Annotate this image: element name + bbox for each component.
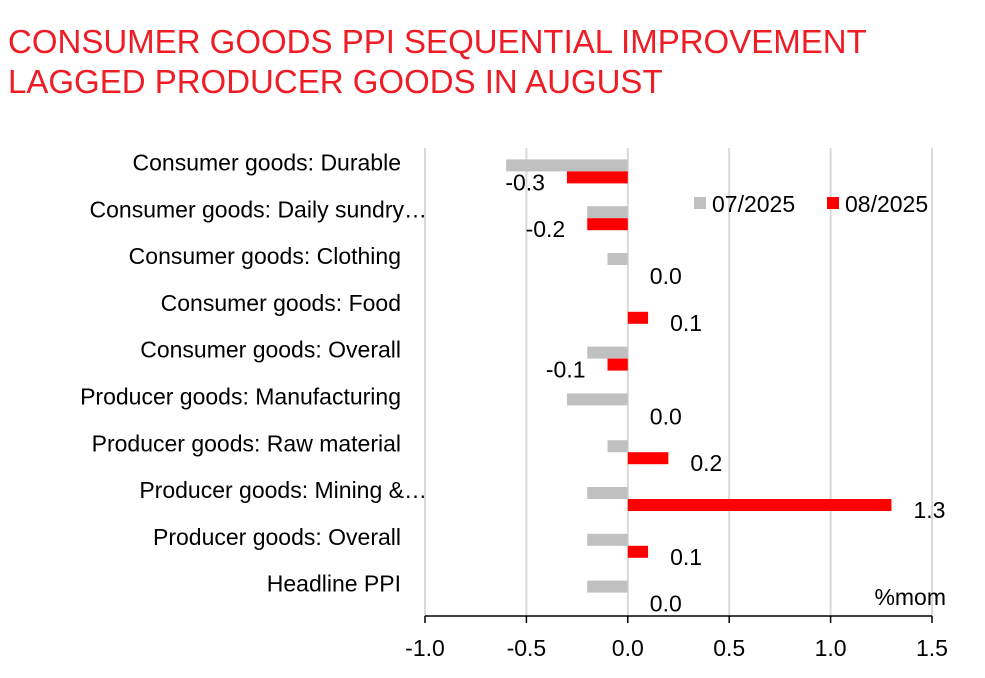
x-tick-label: 0.5 <box>713 635 745 661</box>
bar-08-2025 <box>627 311 649 324</box>
bar-07-2025 <box>587 580 628 593</box>
chart-title: CONSUMER GOODS PPI SEQUENTIAL IMPROVEMEN… <box>8 22 968 102</box>
data-labels: -0.3 -0.2 0.0 0.1 -0.1 0.0 0.2 1.3 0.1 0.0 <box>505 169 945 616</box>
category-label: Producer goods: Overall <box>153 524 401 550</box>
x-tick-label: -0.5 <box>507 635 547 661</box>
bar-07-2025 <box>506 159 628 172</box>
category-label: Headline PPI <box>267 571 401 597</box>
data-label: 0.2 <box>690 450 722 476</box>
bar-07-2025 <box>587 487 628 499</box>
category-label: Producer goods: Mining &… <box>139 477 427 503</box>
bar-07-2025 <box>566 393 628 406</box>
x-tick-label: -1.0 <box>405 635 445 661</box>
data-label: 0.0 <box>650 403 682 429</box>
data-label: 0.1 <box>670 544 702 570</box>
chart-title-line-1: CONSUMER GOODS PPI SEQUENTIAL IMPROVEMEN… <box>8 23 867 60</box>
category-label: Consumer goods: Daily sundry… <box>90 196 427 222</box>
bar-08-2025 <box>566 171 628 184</box>
unit-label: %mom <box>874 584 946 610</box>
x-tick-label: 1.0 <box>815 635 847 661</box>
category-label: Consumer goods: Clothing <box>129 243 401 269</box>
data-label: -0.1 <box>546 357 586 383</box>
chart-title-line-2: LAGGED PRODUCER GOODS IN AUGUST <box>8 63 663 100</box>
legend-swatch <box>694 197 706 209</box>
category-label: Producer goods: Manufacturing <box>80 383 401 409</box>
data-label: -0.2 <box>526 216 566 242</box>
legend: 07/2025 08/2025 <box>694 191 928 217</box>
data-label: 0.1 <box>670 310 702 336</box>
bar-08-2025 <box>607 358 628 371</box>
data-label: 0.0 <box>650 591 682 617</box>
bar-07-2025 <box>607 253 628 265</box>
legend-label: 08/2025 <box>845 191 928 217</box>
data-label: -0.3 <box>505 169 545 195</box>
x-tick-label: 0.0 <box>612 635 644 661</box>
data-label: 0.0 <box>650 263 682 289</box>
legend-swatch <box>827 197 839 209</box>
bar-07-2025 <box>587 346 628 359</box>
bars <box>506 159 892 593</box>
bar-07-2025 <box>587 206 628 219</box>
category-label: Consumer goods: Overall <box>140 337 401 363</box>
legend-label: 07/2025 <box>712 191 795 217</box>
category-labels: Consumer goods: Durable Consumer goods: D… <box>80 149 427 596</box>
bar-08-2025 <box>627 499 892 511</box>
bar-07-2025 <box>607 440 628 453</box>
category-label: Consumer goods: Food <box>161 290 401 316</box>
x-tick-label: 1.5 <box>916 635 948 661</box>
data-label: 1.3 <box>913 497 945 523</box>
category-label: Consumer goods: Durable <box>133 149 401 175</box>
category-label: Producer goods: Raw material <box>92 430 401 456</box>
bar-08-2025 <box>587 218 628 231</box>
bar-07-2025 <box>587 533 628 546</box>
bar-08-2025 <box>627 452 669 465</box>
bar-08-2025 <box>627 545 649 558</box>
x-axis: -1.0 -0.5 0.0 0.5 1.0 1.5 <box>405 615 948 661</box>
